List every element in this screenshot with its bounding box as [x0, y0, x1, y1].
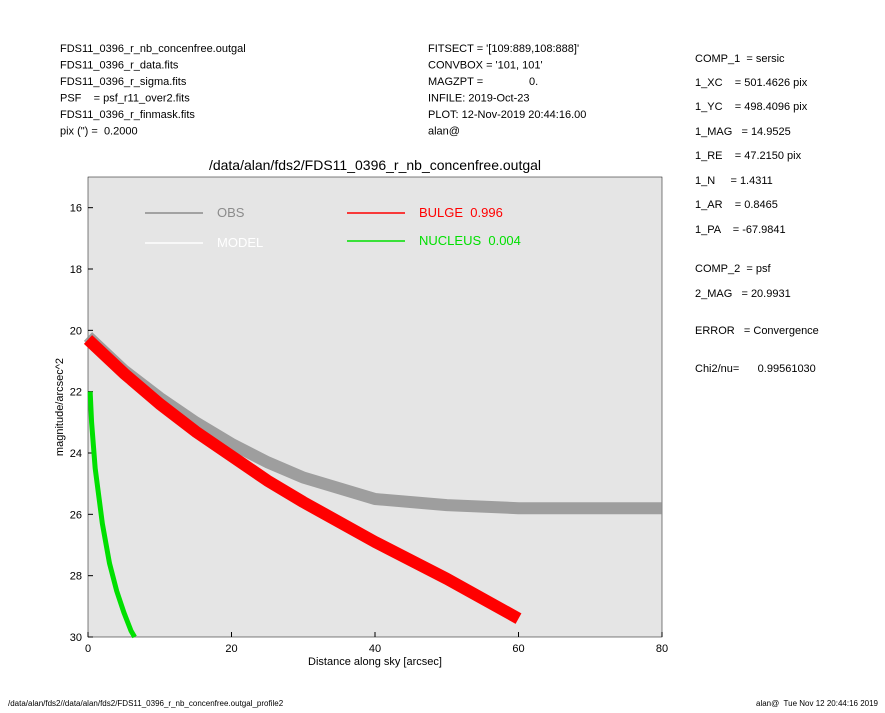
header-line: FITSECT = '[109:889,108:888]' — [428, 43, 579, 55]
x-tick-label: 20 — [225, 643, 237, 655]
y-axis-label: magnitude/arcsec^2 — [54, 358, 66, 456]
y-tick-label: 18 — [70, 264, 82, 276]
header-line: PLOT: 12-Nov-2019 20:44:16.00 — [428, 109, 586, 121]
fit-param: 1_XC = 501.4626 pix — [695, 77, 808, 89]
fit-param: ERROR = Convergence — [695, 325, 819, 337]
legend-label: NUCLEUS 0.004 — [419, 233, 521, 248]
y-tick-label: 28 — [70, 571, 82, 583]
legend-label: OBS — [217, 205, 245, 220]
y-tick-label: 16 — [70, 203, 82, 215]
x-tick-label: 80 — [656, 643, 668, 655]
header-line: pix (") = 0.2000 — [60, 126, 138, 138]
footer-right: alan@ Tue Nov 12 20:44:16 2019 — [756, 699, 879, 708]
header-line: INFILE: 2019-Oct-23 — [428, 93, 530, 105]
y-tick-label: 30 — [70, 632, 82, 644]
profile-line — [83, 335, 522, 624]
fit-param: 1_N = 1.4311 — [695, 175, 773, 187]
header-line: FDS11_0396_r_sigma.fits — [60, 76, 187, 88]
y-tick-label: 26 — [70, 509, 82, 521]
fit-param: 1_AR = 0.8465 — [695, 199, 778, 211]
legend-label: BULGE 0.996 — [419, 205, 503, 220]
header-line: alan@ — [428, 126, 460, 138]
header-line: CONVBOX = '101, 101' — [428, 60, 543, 72]
header-line: FDS11_0396_r_nb_concenfree.outgal — [60, 43, 246, 55]
header-line: FDS11_0396_r_finmask.fits — [60, 109, 195, 121]
header-line: MAGZPT = 0. — [428, 76, 538, 88]
chart-title: /data/alan/fds2/FDS11_0396_r_nb_concenfr… — [209, 157, 541, 173]
profile-line — [87, 391, 137, 639]
legend-label: MODEL — [217, 235, 263, 250]
fit-param: 2_MAG = 20.9931 — [695, 288, 791, 300]
fit-param: 1_RE = 47.2150 pix — [695, 150, 802, 162]
footer-left: /data/alan/fds2//data/alan/fds2/FDS11_03… — [8, 699, 284, 708]
fit-param: Chi2/nu= 0.99561030 — [695, 363, 816, 375]
fit-param: 1_MAG = 14.9525 — [695, 126, 791, 138]
x-tick-label: 60 — [512, 643, 524, 655]
x-tick-label: 40 — [369, 643, 381, 655]
fit-param: 1_PA = -67.9841 — [695, 224, 786, 236]
y-tick-label: 22 — [70, 387, 82, 399]
fit-param: COMP_1 = sersic — [695, 53, 785, 65]
fit-param: COMP_2 = psf — [695, 263, 771, 275]
y-tick-label: 20 — [70, 325, 82, 337]
x-axis-label: Distance along sky [arcsec] — [308, 656, 442, 668]
header-line: PSF = psf_r11_over2.fits — [60, 93, 190, 105]
header-line: FDS11_0396_r_data.fits — [60, 60, 179, 72]
y-tick-label: 24 — [70, 448, 82, 460]
x-tick-label: 0 — [85, 643, 91, 655]
fit-param: 1_YC = 498.4096 pix — [695, 101, 808, 113]
